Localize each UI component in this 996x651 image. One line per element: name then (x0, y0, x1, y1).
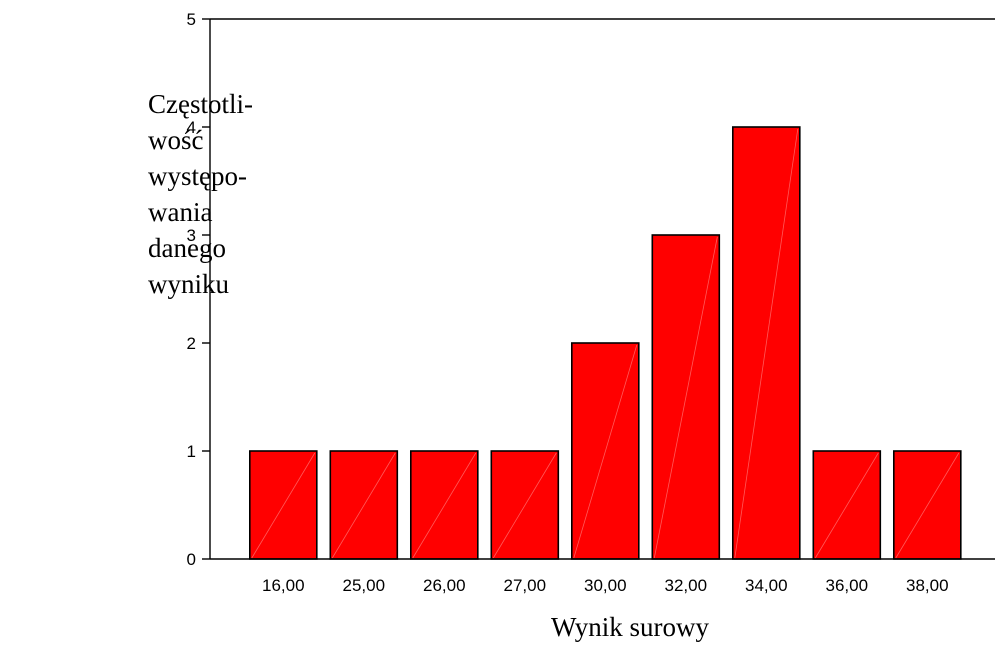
bar-shading (573, 344, 638, 559)
y-axis-label-line: wość (148, 125, 204, 155)
y-tick-label: 2 (187, 334, 196, 353)
x-tick-label: 27,00 (504, 576, 547, 595)
y-axis-label-line: wyniku (148, 269, 229, 299)
x-tick-label: 16,00 (262, 576, 305, 595)
x-tick-label: 36,00 (826, 576, 869, 595)
x-tick-label: 34,00 (745, 576, 788, 595)
y-axis-label-line: danego (148, 233, 226, 263)
x-tick-label: 26,00 (423, 576, 466, 595)
y-axis-label-line: Częstotli- (148, 89, 253, 119)
bar-shading (734, 128, 799, 559)
bar-shading (492, 452, 557, 559)
y-tick-label: 0 (187, 550, 196, 569)
ticks-layer: 0 1 2 3 4 5 16,00 25,00 26,00 27,00 30,00 32,00 34,0… (187, 10, 949, 595)
x-tick-label: 38,00 (906, 576, 949, 595)
x-axis-label: Wynik surowy (550, 612, 710, 642)
x-tick-label: 25,00 (343, 576, 386, 595)
bars-layer (249, 126, 962, 560)
bar-shading (895, 452, 960, 559)
bar-shading (653, 236, 718, 559)
y-tick-label: 4 (187, 118, 196, 137)
bar-shading (331, 452, 396, 559)
axes-layer (209, 18, 995, 560)
y-tick-label: 3 (187, 226, 196, 245)
y-tick-label: 5 (187, 10, 196, 29)
x-tick-label: 32,00 (665, 576, 708, 595)
x-tick-label: 30,00 (584, 576, 627, 595)
bar-shading (412, 452, 477, 559)
y-tick-label: 1 (187, 442, 196, 461)
bar-shading (814, 452, 879, 559)
y-axis-label-line: wania (148, 197, 213, 227)
bar-shading (251, 452, 316, 559)
y-axis-label-line: występo- (148, 161, 247, 191)
y-axis-label: Częstotli- wość występo- wania danego wy… (148, 86, 278, 302)
